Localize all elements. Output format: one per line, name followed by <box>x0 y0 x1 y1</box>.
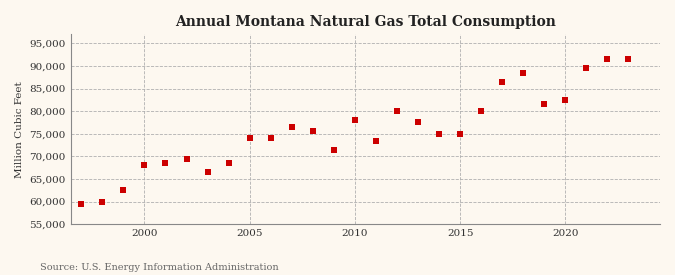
Point <box>497 79 508 84</box>
Point <box>139 163 150 167</box>
Point <box>265 136 276 141</box>
Title: Annual Montana Natural Gas Total Consumption: Annual Montana Natural Gas Total Consump… <box>175 15 556 29</box>
Point <box>286 125 297 129</box>
Point <box>329 147 340 152</box>
Point <box>581 66 592 70</box>
Point <box>76 202 86 206</box>
Point <box>118 188 129 192</box>
Point <box>350 118 360 122</box>
Point <box>97 199 108 204</box>
Text: Source: U.S. Energy Information Administration: Source: U.S. Energy Information Administ… <box>40 263 279 272</box>
Point <box>307 129 318 134</box>
Point <box>202 170 213 174</box>
Point <box>244 136 255 141</box>
Point <box>539 102 549 107</box>
Point <box>392 109 402 113</box>
Point <box>160 161 171 165</box>
Point <box>433 131 444 136</box>
Point <box>602 57 613 61</box>
Point <box>181 156 192 161</box>
Point <box>476 109 487 113</box>
Point <box>223 161 234 165</box>
Point <box>455 131 466 136</box>
Point <box>371 138 381 143</box>
Point <box>560 98 570 102</box>
Point <box>623 57 634 61</box>
Y-axis label: Million Cubic Feet: Million Cubic Feet <box>15 81 24 178</box>
Point <box>518 71 529 75</box>
Point <box>412 120 423 125</box>
